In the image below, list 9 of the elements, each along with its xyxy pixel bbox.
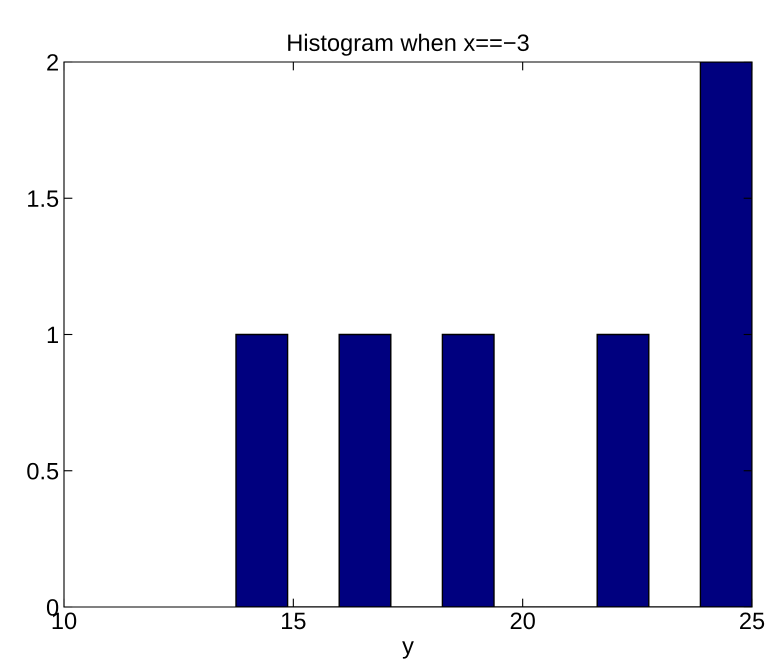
x-tick-label: 25 bbox=[740, 612, 764, 630]
chart-title: Histogram when x==−3 bbox=[288, 34, 529, 56]
y-tick-label: 2 bbox=[47, 54, 58, 71]
y-tick-label: 0.5 bbox=[27, 462, 58, 480]
x-tick-label: 20 bbox=[510, 612, 535, 630]
y-tick-label: 1 bbox=[48, 326, 58, 344]
y-tick-label: 1.5 bbox=[28, 190, 58, 208]
x-axis-title: y bbox=[402, 641, 414, 659]
x-tick-label: 15 bbox=[282, 612, 306, 630]
